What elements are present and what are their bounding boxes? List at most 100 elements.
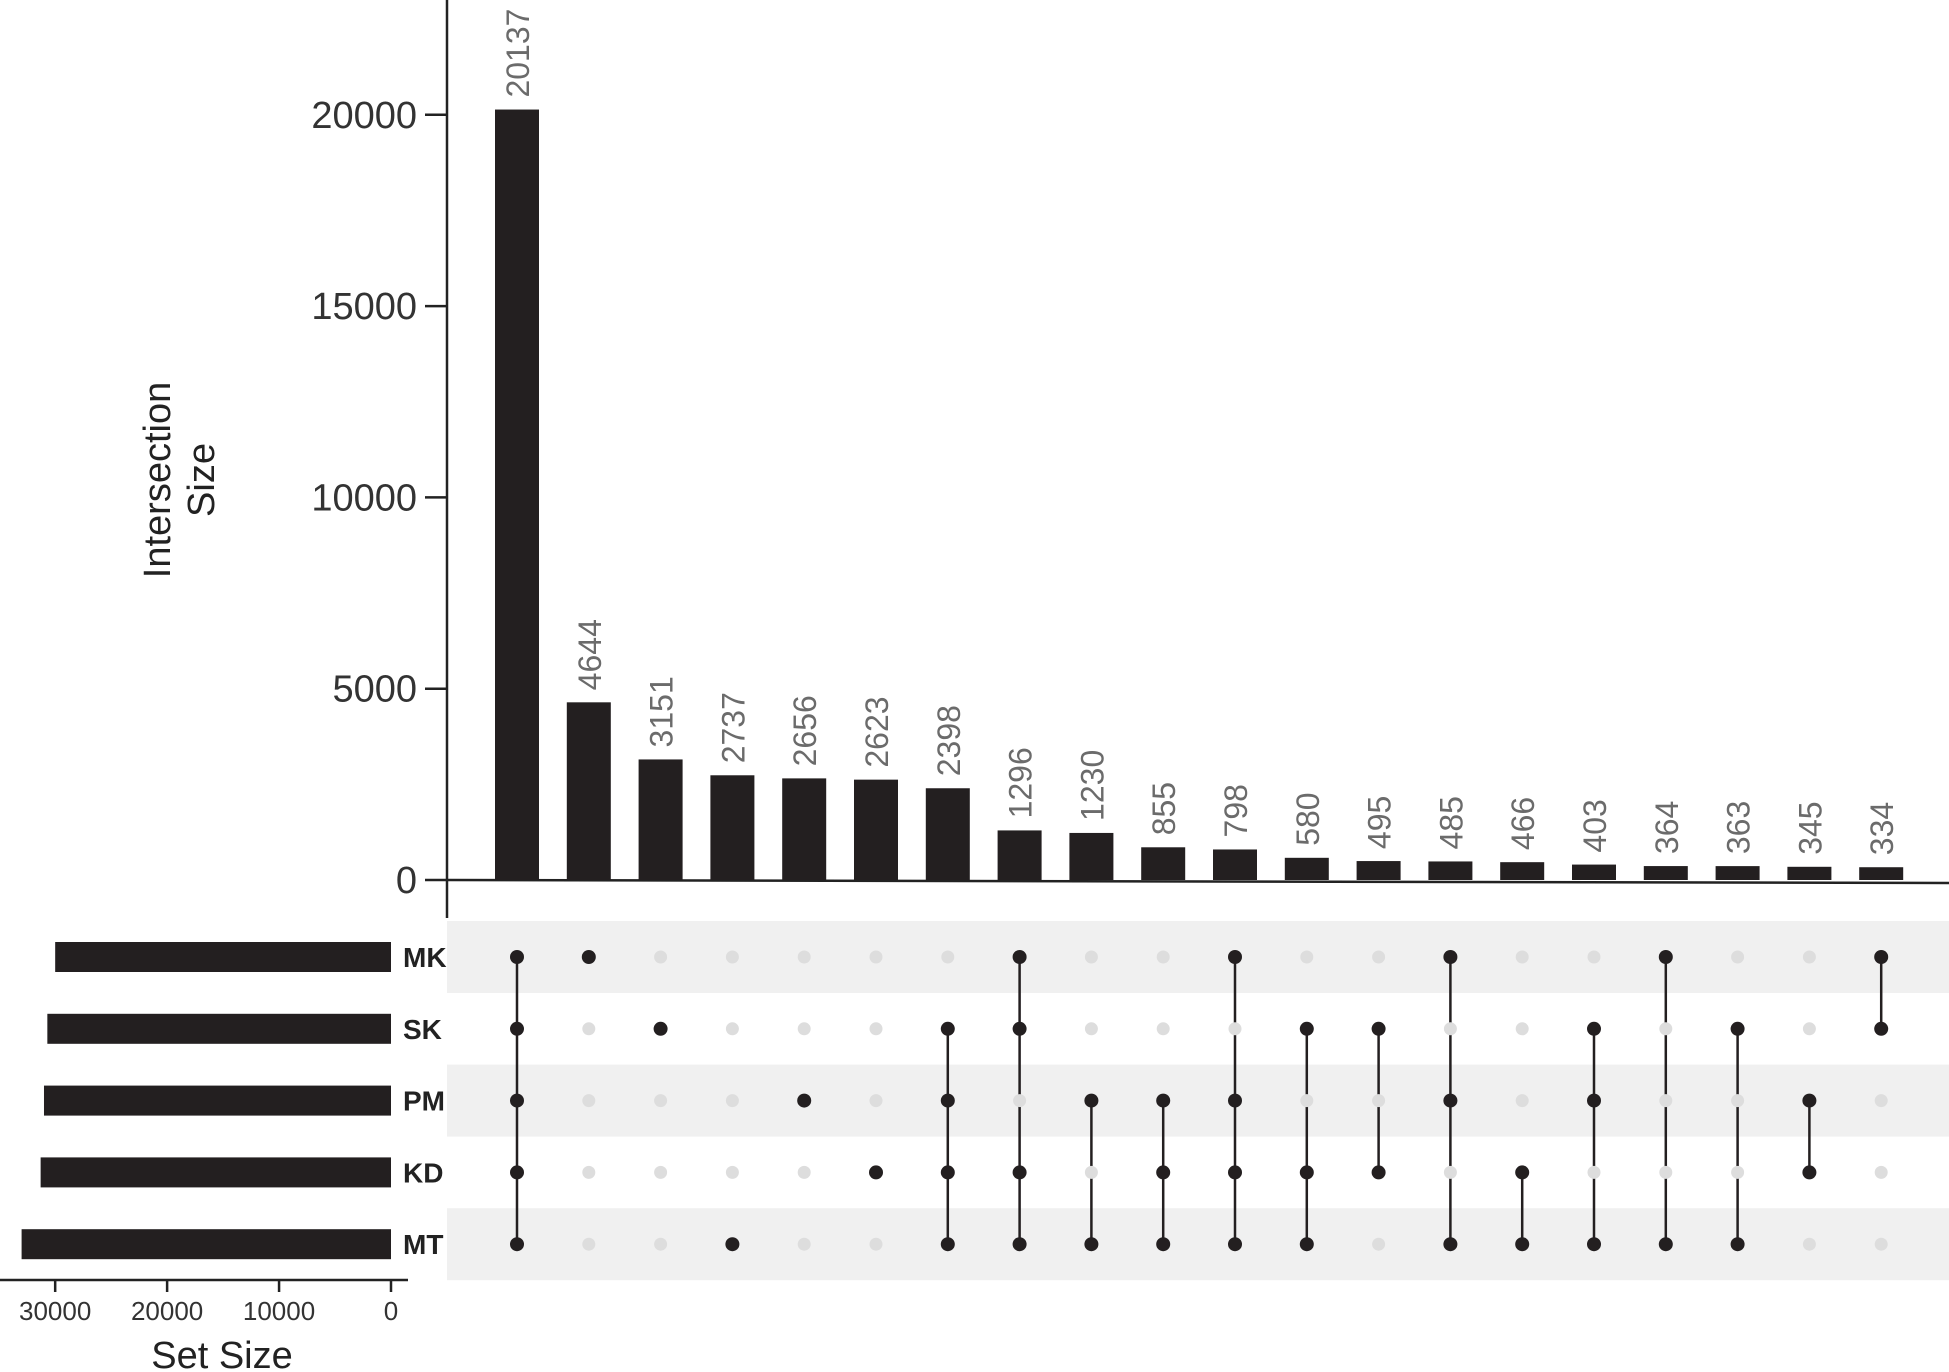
matrix-dot-6-kd — [869, 1165, 883, 1180]
intersection-value-label-5: 2656 — [787, 695, 823, 766]
matrix-dot-4-kd — [725, 1165, 739, 1179]
matrix-dot-17-mk — [1658, 950, 1673, 964]
matrix-dot-13-pm — [1372, 1094, 1386, 1108]
matrix-stripe-mk — [447, 921, 1949, 993]
matrix-dot-9-mk — [1084, 950, 1098, 964]
matrix-dot-1-mt — [510, 1237, 524, 1252]
y-axis-title-line-2: Size — [181, 443, 223, 517]
matrix-dot-7-sk — [940, 1021, 955, 1036]
matrix-dot-5-pm — [797, 1093, 812, 1108]
matrix-dot-6-sk — [869, 1022, 883, 1036]
matrix-dot-19-mt — [1802, 1237, 1816, 1251]
matrix-dot-13-mk — [1372, 950, 1386, 964]
intersection-value-label-14: 485 — [1433, 796, 1469, 849]
matrix-dot-15-mt — [1515, 1237, 1530, 1252]
matrix-dot-6-pm — [869, 1094, 883, 1108]
matrix-dot-12-sk — [1299, 1021, 1314, 1036]
intersection-value-label-10: 855 — [1146, 782, 1182, 835]
matrix-dot-3-kd — [654, 1165, 668, 1179]
matrix-dot-19-pm — [1802, 1093, 1817, 1108]
intersection-bars — [495, 109, 1904, 880]
set-name-mk: MK — [403, 942, 447, 973]
intersection-bar-14 — [1428, 861, 1473, 880]
matrix-dot-10-kd — [1156, 1165, 1171, 1180]
intersection-value-label-9: 1230 — [1074, 750, 1110, 821]
matrix-dot-18-sk — [1730, 1021, 1745, 1036]
matrix-dot-5-mk — [797, 950, 811, 964]
intersection-bar-1 — [495, 109, 539, 880]
matrix-dot-5-mt — [797, 1237, 811, 1251]
matrix-dot-16-mt — [1587, 1237, 1601, 1252]
matrix-dot-2-mk — [581, 950, 596, 964]
matrix-dot-18-mk — [1731, 950, 1745, 964]
set-size-bar-kd — [40, 1157, 392, 1188]
intersection-size-axis: 0 5000 10000 15000 20000 — [311, 0, 1949, 918]
matrix-dot-15-mk — [1515, 950, 1529, 964]
matrix-dot-9-sk — [1084, 1022, 1098, 1036]
matrix-dot-16-sk — [1587, 1021, 1601, 1036]
matrix-dot-15-kd — [1515, 1165, 1530, 1180]
set-size-tick-label-0: 0 — [384, 1296, 398, 1326]
matrix-dot-20-pm — [1874, 1094, 1888, 1108]
matrix-dot-7-mt — [940, 1237, 955, 1252]
matrix-dot-10-sk — [1156, 1022, 1170, 1036]
intersection-bar-2 — [566, 702, 611, 880]
intersection-bar-7 — [925, 788, 970, 880]
intersection-value-label-12: 580 — [1290, 792, 1326, 845]
set-name-sk: SK — [403, 1014, 442, 1045]
set-size-bar-mk — [55, 942, 391, 972]
intersection-value-label-7: 2398 — [931, 705, 967, 776]
y-axis-title-line-1: Intersection — [137, 382, 179, 578]
matrix-dot-1-kd — [510, 1165, 524, 1180]
matrix-dot-9-kd — [1084, 1165, 1098, 1179]
matrix-dot-15-sk — [1515, 1022, 1529, 1036]
matrix-dot-7-mk — [941, 950, 955, 964]
matrix-dot-11-mk — [1228, 950, 1242, 964]
y-tick-label-5000: 5000 — [332, 669, 417, 711]
set-name-mt: MT — [403, 1229, 443, 1260]
matrix-dot-18-pm — [1731, 1094, 1745, 1108]
intersection-value-label-16: 403 — [1577, 799, 1613, 852]
matrix-dot-8-kd — [1012, 1165, 1027, 1180]
matrix-stripe-pm — [447, 1064, 1949, 1137]
intersection-value-label-3: 3151 — [644, 676, 680, 747]
intersection-value-label-19: 345 — [1792, 801, 1828, 854]
matrix-dot-12-mk — [1300, 950, 1314, 964]
matrix-dot-4-mk — [725, 950, 739, 964]
matrix-dot-9-pm — [1084, 1093, 1099, 1108]
matrix-dot-20-sk — [1874, 1021, 1889, 1036]
matrix-dot-20-mk — [1874, 950, 1889, 964]
matrix-dot-16-kd — [1587, 1165, 1601, 1179]
matrix-dot-13-kd — [1371, 1165, 1386, 1180]
matrix-dot-19-mk — [1802, 950, 1816, 964]
matrix-dot-4-pm — [725, 1094, 739, 1108]
intersection-bar-18 — [1715, 866, 1760, 880]
matrix-dot-2-sk — [582, 1022, 596, 1036]
matrix-dot-14-mt — [1443, 1237, 1458, 1252]
matrix-dot-2-kd — [582, 1165, 596, 1179]
matrix-stripe-mt — [447, 1208, 1949, 1281]
set-size-tick-label-10000: 10000 — [243, 1296, 315, 1326]
matrix-dot-6-mk — [869, 950, 883, 964]
intersection-bar-6 — [854, 779, 898, 880]
intersection-bar-15 — [1500, 862, 1545, 880]
y-tick-label-0: 0 — [396, 860, 417, 902]
matrix-dot-11-sk — [1228, 1022, 1242, 1036]
intersection-bar-20 — [1859, 867, 1904, 880]
matrix-dot-18-kd — [1731, 1165, 1745, 1179]
set-name-kd: KD — [403, 1157, 443, 1188]
matrix-dot-3-sk — [653, 1021, 668, 1036]
intersection-value-label-8: 1296 — [1003, 747, 1039, 818]
matrix-dot-19-kd — [1802, 1165, 1817, 1180]
intersection-bar-8 — [997, 830, 1042, 880]
matrix-dot-17-mt — [1658, 1237, 1673, 1252]
matrix-dot-9-mt — [1084, 1237, 1099, 1252]
matrix-dot-10-pm — [1156, 1093, 1171, 1108]
matrix-dot-2-pm — [582, 1094, 596, 1108]
intersection-bar-3 — [638, 759, 683, 880]
intersection-value-label-11: 798 — [1218, 784, 1254, 837]
matrix-dot-14-sk — [1443, 1022, 1457, 1036]
intersection-value-label-4: 2737 — [715, 692, 751, 763]
matrix-dot-13-mt — [1372, 1237, 1386, 1251]
